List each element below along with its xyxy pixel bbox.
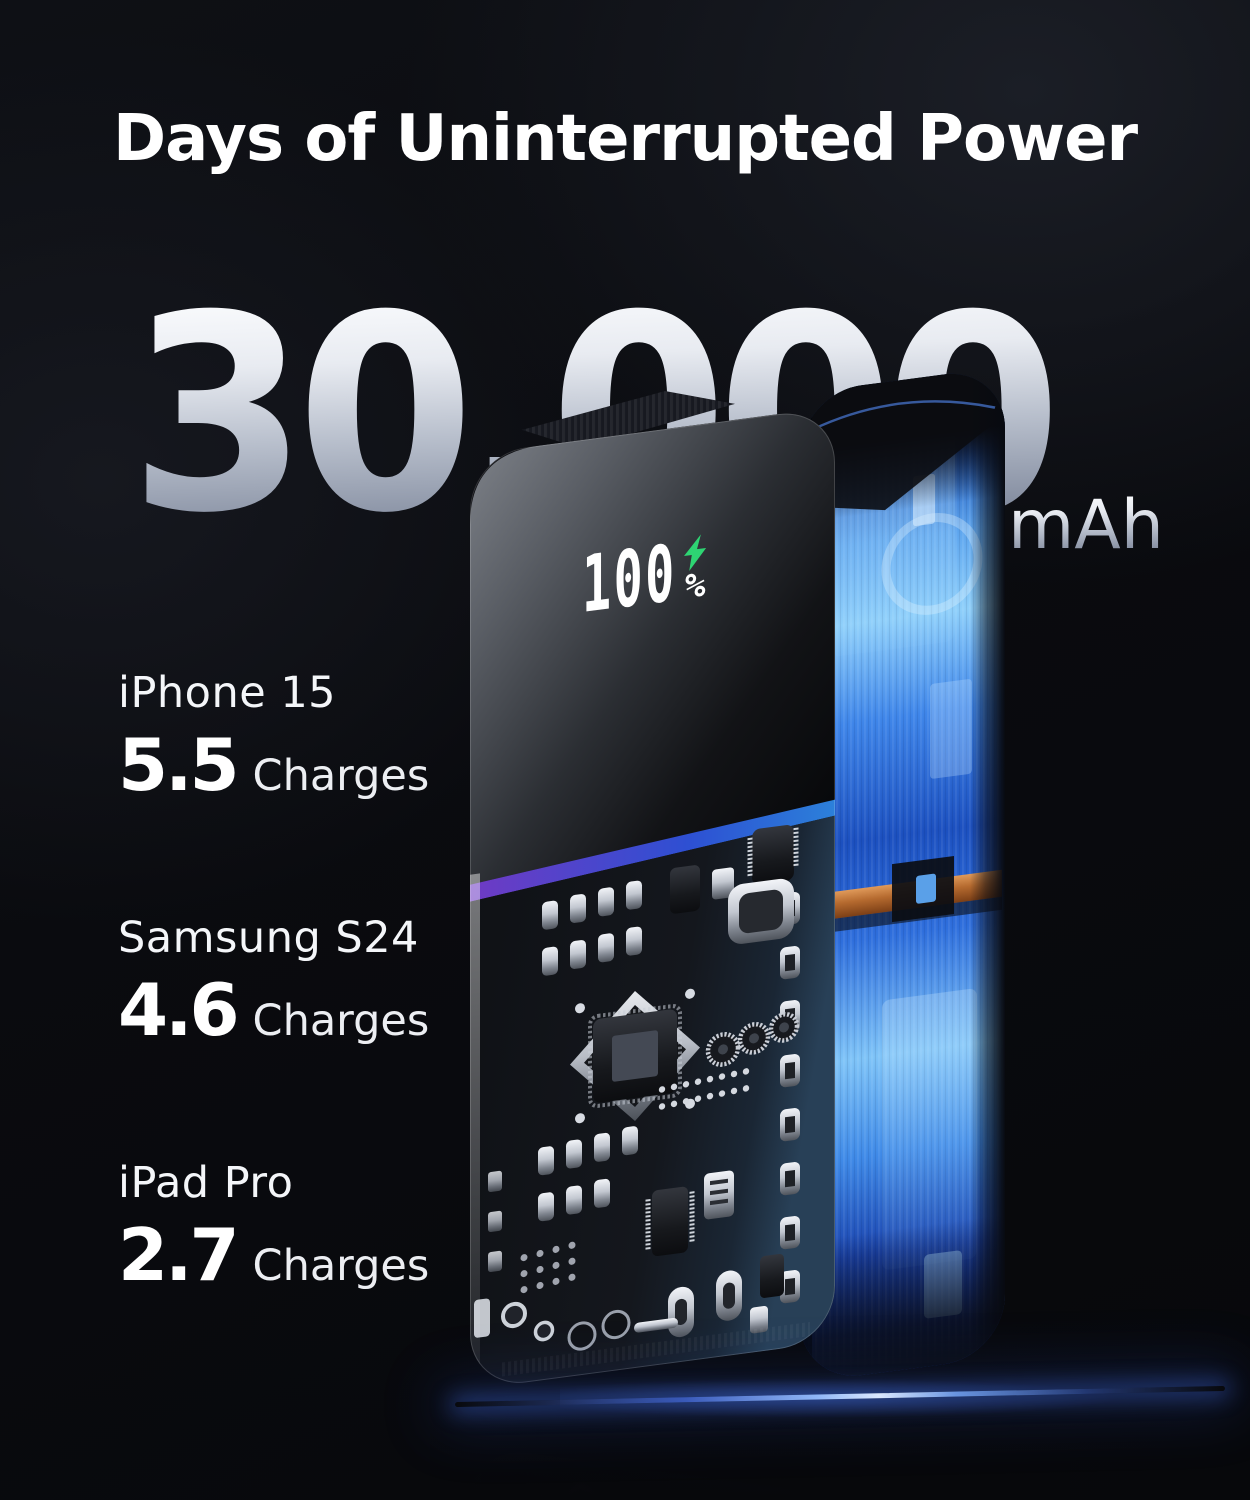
battery-percent-text: 100	[582, 529, 677, 631]
cpu-chip	[570, 988, 700, 1124]
power-bank-display	[470, 413, 835, 885]
charge-unit-label: Charges	[252, 1240, 430, 1291]
capacity-unit: mAh	[1008, 486, 1164, 565]
charge-unit-label: Charges	[252, 995, 430, 1046]
charge-count: 5.5	[118, 722, 240, 807]
charge-spec-samsung-s24: Samsung S24 4.6 Charges	[118, 913, 429, 1050]
charge-unit-label: Charges	[252, 750, 430, 801]
charge-spec-ipad-pro: iPad Pro 2.7 Charges	[118, 1158, 429, 1295]
charge-spec-iphone-15: iPhone 15 5.5 Charges	[118, 668, 429, 805]
reflection-fade	[430, 1402, 1070, 1500]
top-edge-highlight	[811, 400, 996, 431]
charge-count: 4.6	[118, 967, 240, 1052]
battery-cell-glow	[800, 366, 1005, 1384]
percent-sign: %	[685, 565, 706, 608]
device-name: Samsung S24	[118, 913, 419, 963]
charge-count: 2.7	[118, 1212, 240, 1297]
top-cap	[522, 391, 735, 449]
power-bank-body: 100 %	[470, 366, 1005, 1384]
device-name: iPhone 15	[118, 668, 337, 718]
display-readout: 100 %	[582, 529, 707, 631]
circuit-board-components	[474, 825, 800, 1351]
front-panel: 100 %	[470, 412, 835, 1384]
reflection	[430, 1402, 1070, 1500]
lightning-bolt-icon	[684, 534, 707, 571]
display-edge-glow	[470, 799, 835, 902]
power-bank-render: 100 %	[470, 366, 1005, 1384]
device-name: iPad Pro	[118, 1158, 294, 1208]
inductor-coils	[705, 1012, 800, 1067]
headline: Days of Uninterrupted Power	[112, 102, 1138, 176]
